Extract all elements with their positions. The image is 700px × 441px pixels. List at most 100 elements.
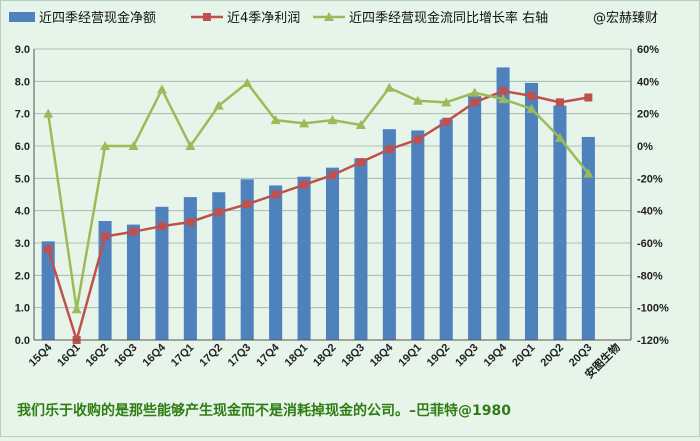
line-series (43, 77, 594, 345)
growth-point (498, 94, 509, 104)
legend-profit-marker (203, 13, 211, 21)
right-tick-label: -80% (637, 270, 663, 282)
x-tick-label: 20Q1 (510, 342, 538, 370)
bar (439, 119, 453, 340)
profit-point (129, 227, 138, 236)
right-tick-label: -100% (637, 303, 669, 315)
right-tick-label: -60% (637, 238, 663, 250)
left-tick-label: 5.0 (15, 173, 30, 185)
growth-point (526, 103, 537, 113)
profit-point (413, 135, 422, 144)
growth-point (299, 118, 310, 128)
profit-line (47, 89, 589, 345)
profit-point (300, 180, 309, 189)
x-tick-label: 17Q1 (169, 342, 197, 370)
profit-point (584, 93, 593, 102)
x-tick-label: 15Q4 (27, 341, 55, 369)
x-tick-label: 18Q3 (340, 342, 368, 370)
left-tick-label: 3.0 (15, 238, 30, 250)
bar (553, 105, 567, 340)
x-tick-label: 18Q4 (368, 341, 396, 369)
growth-point (412, 95, 423, 105)
bar-series (41, 67, 595, 341)
x-tick-label: 16Q1 (55, 342, 83, 370)
growth-point (355, 119, 366, 129)
left-tick-label: 7.0 (15, 109, 30, 121)
growth-point (128, 141, 139, 150)
profit-point (186, 217, 195, 226)
bar (581, 136, 595, 340)
growth-point (270, 115, 281, 125)
bar (41, 241, 55, 340)
growth-point (213, 100, 224, 110)
profit-point (44, 245, 53, 254)
legend: 近四季经营现金净额 近4季净利润 近四季经营现金流同比增长率 右轴 @宏赫臻财 (9, 10, 658, 26)
bar (325, 167, 340, 340)
legend-growth-label: 近四季经营现金流同比增长率 右轴 (349, 10, 548, 26)
right-tick-label: -20% (637, 173, 663, 185)
profit-point (101, 232, 110, 241)
profit-point (499, 87, 508, 96)
x-axis-ticks: 15Q4 16Q1 16Q2 16Q3 16Q4 17Q1 17Q2 17Q3 17Q4 18Q1… (27, 340, 623, 381)
profit-point (470, 98, 479, 107)
right-tick-label: 0% (637, 141, 653, 153)
legend-bar-swatch (9, 12, 35, 22)
x-tick-label: 18Q2 (311, 342, 339, 370)
left-tick-label: 8.0 (15, 76, 30, 88)
bar (411, 130, 425, 340)
x-tick-label: 17Q3 (226, 342, 254, 370)
bar (212, 192, 226, 340)
profit-point (555, 98, 564, 107)
growth-point (43, 108, 54, 118)
left-tick-label: 2.0 (15, 270, 30, 282)
axes (33, 49, 632, 341)
footer-quote: 我们乐于收购的是那些能够产生现金而不是消耗掉现金的公司。–巴菲特@1980 (17, 402, 511, 419)
left-tick-label: 6.0 (15, 141, 30, 153)
right-tick-label: 60% (637, 44, 659, 56)
legend-growth-marker (324, 12, 334, 21)
profit-point (271, 190, 280, 199)
right-axis-ticks: -120% -100% -80% -60% -40% -20% 0% 20% 40% 60% (637, 44, 669, 347)
profit-point (328, 171, 337, 180)
bar (468, 95, 482, 340)
growth-point (100, 141, 111, 150)
growth-point (469, 87, 480, 97)
x-tick-label: 19Q4 (482, 341, 510, 369)
left-tick-label: 1.0 (15, 303, 30, 315)
growth-point (156, 84, 167, 94)
x-tick-label: 17Q4 (254, 341, 282, 369)
bar (183, 197, 197, 340)
left-tick-label: 9.0 (15, 44, 30, 56)
growth-point (242, 77, 253, 87)
left-tick-label: 4.0 (15, 206, 30, 218)
bar (269, 185, 283, 340)
right-tick-label: 40% (637, 76, 659, 88)
x-tick-label: 20Q2 (539, 342, 567, 370)
growth-point (185, 141, 196, 150)
left-tick-label: 0.0 (15, 335, 30, 347)
bar (126, 224, 141, 340)
profit-point (385, 145, 394, 154)
x-tick-label: 16Q4 (141, 341, 169, 369)
profit-point (527, 91, 536, 100)
bar (240, 179, 254, 340)
bar (297, 176, 311, 340)
growth-point (554, 132, 565, 142)
profit-point (157, 222, 166, 231)
bar (524, 82, 539, 340)
x-tick-label: 16Q2 (84, 342, 112, 370)
growth-point (327, 115, 338, 125)
growth-point (384, 82, 395, 92)
x-tick-label: 18Q1 (283, 342, 311, 370)
bar (155, 206, 169, 340)
bar (496, 67, 510, 341)
right-tick-label: -40% (637, 206, 663, 218)
legend-cash-label: 近四季经营现金净额 (39, 10, 156, 26)
growth-point (441, 97, 452, 107)
bar (354, 158, 368, 340)
profit-point (214, 208, 223, 217)
x-tick-label: 19Q3 (453, 342, 481, 370)
growth-line (46, 81, 590, 310)
x-tick-label: 17Q2 (197, 342, 225, 370)
